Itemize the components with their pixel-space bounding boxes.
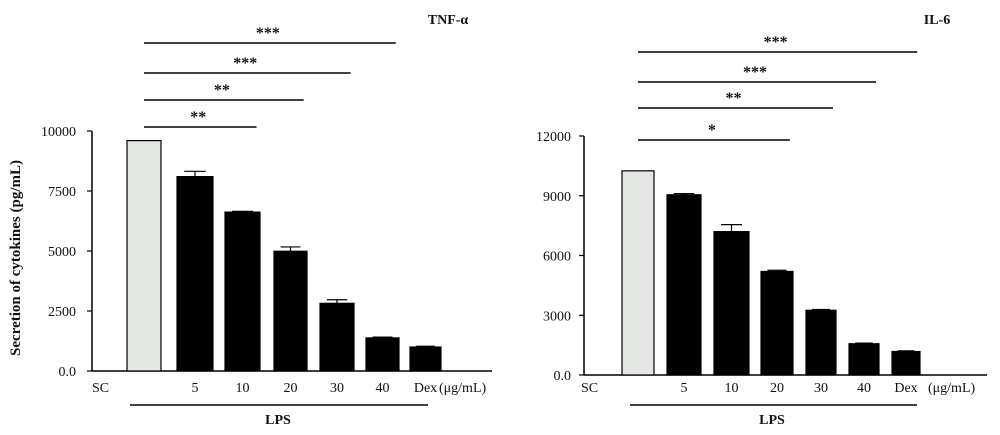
bar <box>126 140 162 372</box>
chart-title-tnf: TNF-α <box>428 13 469 28</box>
bar <box>713 231 750 376</box>
x-tick-label: 5 <box>192 381 199 396</box>
significance-label: * <box>708 122 716 139</box>
bar <box>666 194 702 376</box>
bar <box>273 250 308 372</box>
bar <box>365 337 400 372</box>
bar <box>891 350 921 376</box>
unit-label-il6: (μg/mL) <box>928 381 975 396</box>
y-tick-label: 0.0 <box>59 365 77 380</box>
significance-label: *** <box>233 55 257 72</box>
y-tick-label: 2500 <box>48 305 76 320</box>
bar <box>176 176 214 372</box>
x-tick-label: 10 <box>725 381 739 396</box>
chart-title-il6: IL-6 <box>924 13 950 28</box>
x-tick-label: 20 <box>770 381 784 396</box>
bar <box>760 270 794 376</box>
bar <box>319 302 355 372</box>
group-label-tnf: LPS <box>265 413 291 428</box>
x-tick-label: Dex <box>414 381 437 396</box>
bar <box>224 211 261 372</box>
bar <box>621 170 655 376</box>
unit-label-tnf: (μg/mL) <box>439 381 486 396</box>
y-tick-label: 0.0 <box>554 369 572 384</box>
y-axis-label: Secretion of cytokines (pg/mL) <box>8 160 24 356</box>
x-tick-label: 20 <box>284 381 298 396</box>
x-tick-label: 30 <box>814 381 828 396</box>
x-tick-label: Dex <box>894 381 917 396</box>
bar <box>848 343 880 376</box>
bar <box>805 309 837 376</box>
significance-label: *** <box>743 64 767 81</box>
bar <box>409 346 442 372</box>
significance-label: ** <box>190 109 206 126</box>
y-tick-label: 12000 <box>536 130 571 145</box>
significance-label: ** <box>726 90 742 107</box>
group-label-il6: LPS <box>759 413 785 428</box>
control-label-il6: SC <box>581 381 598 396</box>
significance-label: *** <box>256 25 280 42</box>
x-tick-label: 5 <box>681 381 688 396</box>
x-tick-label: 40 <box>857 381 871 396</box>
y-tick-label: 7500 <box>48 185 76 200</box>
y-tick-label: 3000 <box>543 309 571 324</box>
control-label-tnf: SC <box>92 381 109 396</box>
y-tick-label: 10000 <box>41 125 76 140</box>
x-tick-label: 40 <box>376 381 390 396</box>
significance-label: ** <box>214 82 230 99</box>
y-tick-label: 9000 <box>543 190 571 205</box>
x-tick-label: 30 <box>330 381 344 396</box>
y-tick-label: 6000 <box>543 250 571 265</box>
y-tick-label: 5000 <box>48 245 76 260</box>
x-tick-label: 10 <box>236 381 250 396</box>
significance-label: *** <box>764 34 788 51</box>
